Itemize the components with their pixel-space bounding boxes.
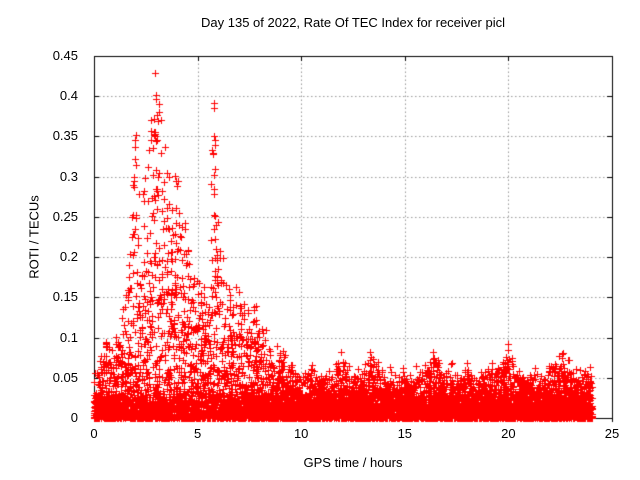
x-axis-label: GPS time / hours [303,455,403,470]
y-tick-label-0.2: 0.2 [59,249,78,265]
x-tick-label-25: 25 [604,426,620,441]
y-tick-label-0.25: 0.25 [52,208,78,224]
x-tick-label-5: 5 [193,426,202,441]
y-tick-label-0.05: 0.05 [52,369,78,385]
x-tick-label-20: 20 [501,426,516,441]
y-tick-label-0: 0 [70,410,78,425]
y-axis-label: ROTI / TECUs [26,195,42,279]
y-tick-label-0.4: 0.4 [59,88,78,104]
chart-title: Day 135 of 2022, Rate Of TEC Index for r… [201,15,505,30]
x-tick-label-0: 0 [90,426,98,441]
y-tick-label-0.3: 0.3 [59,168,78,184]
y-tick-label-0.45: 0.45 [52,48,78,63]
y-tick-label-0.15: 0.15 [52,289,78,305]
x-tick-label-10: 10 [293,426,309,441]
y-tick-label-0.1: 0.1 [59,329,78,345]
x-tick-label-15: 15 [397,426,413,441]
y-tick-label-0.35: 0.35 [52,128,78,144]
